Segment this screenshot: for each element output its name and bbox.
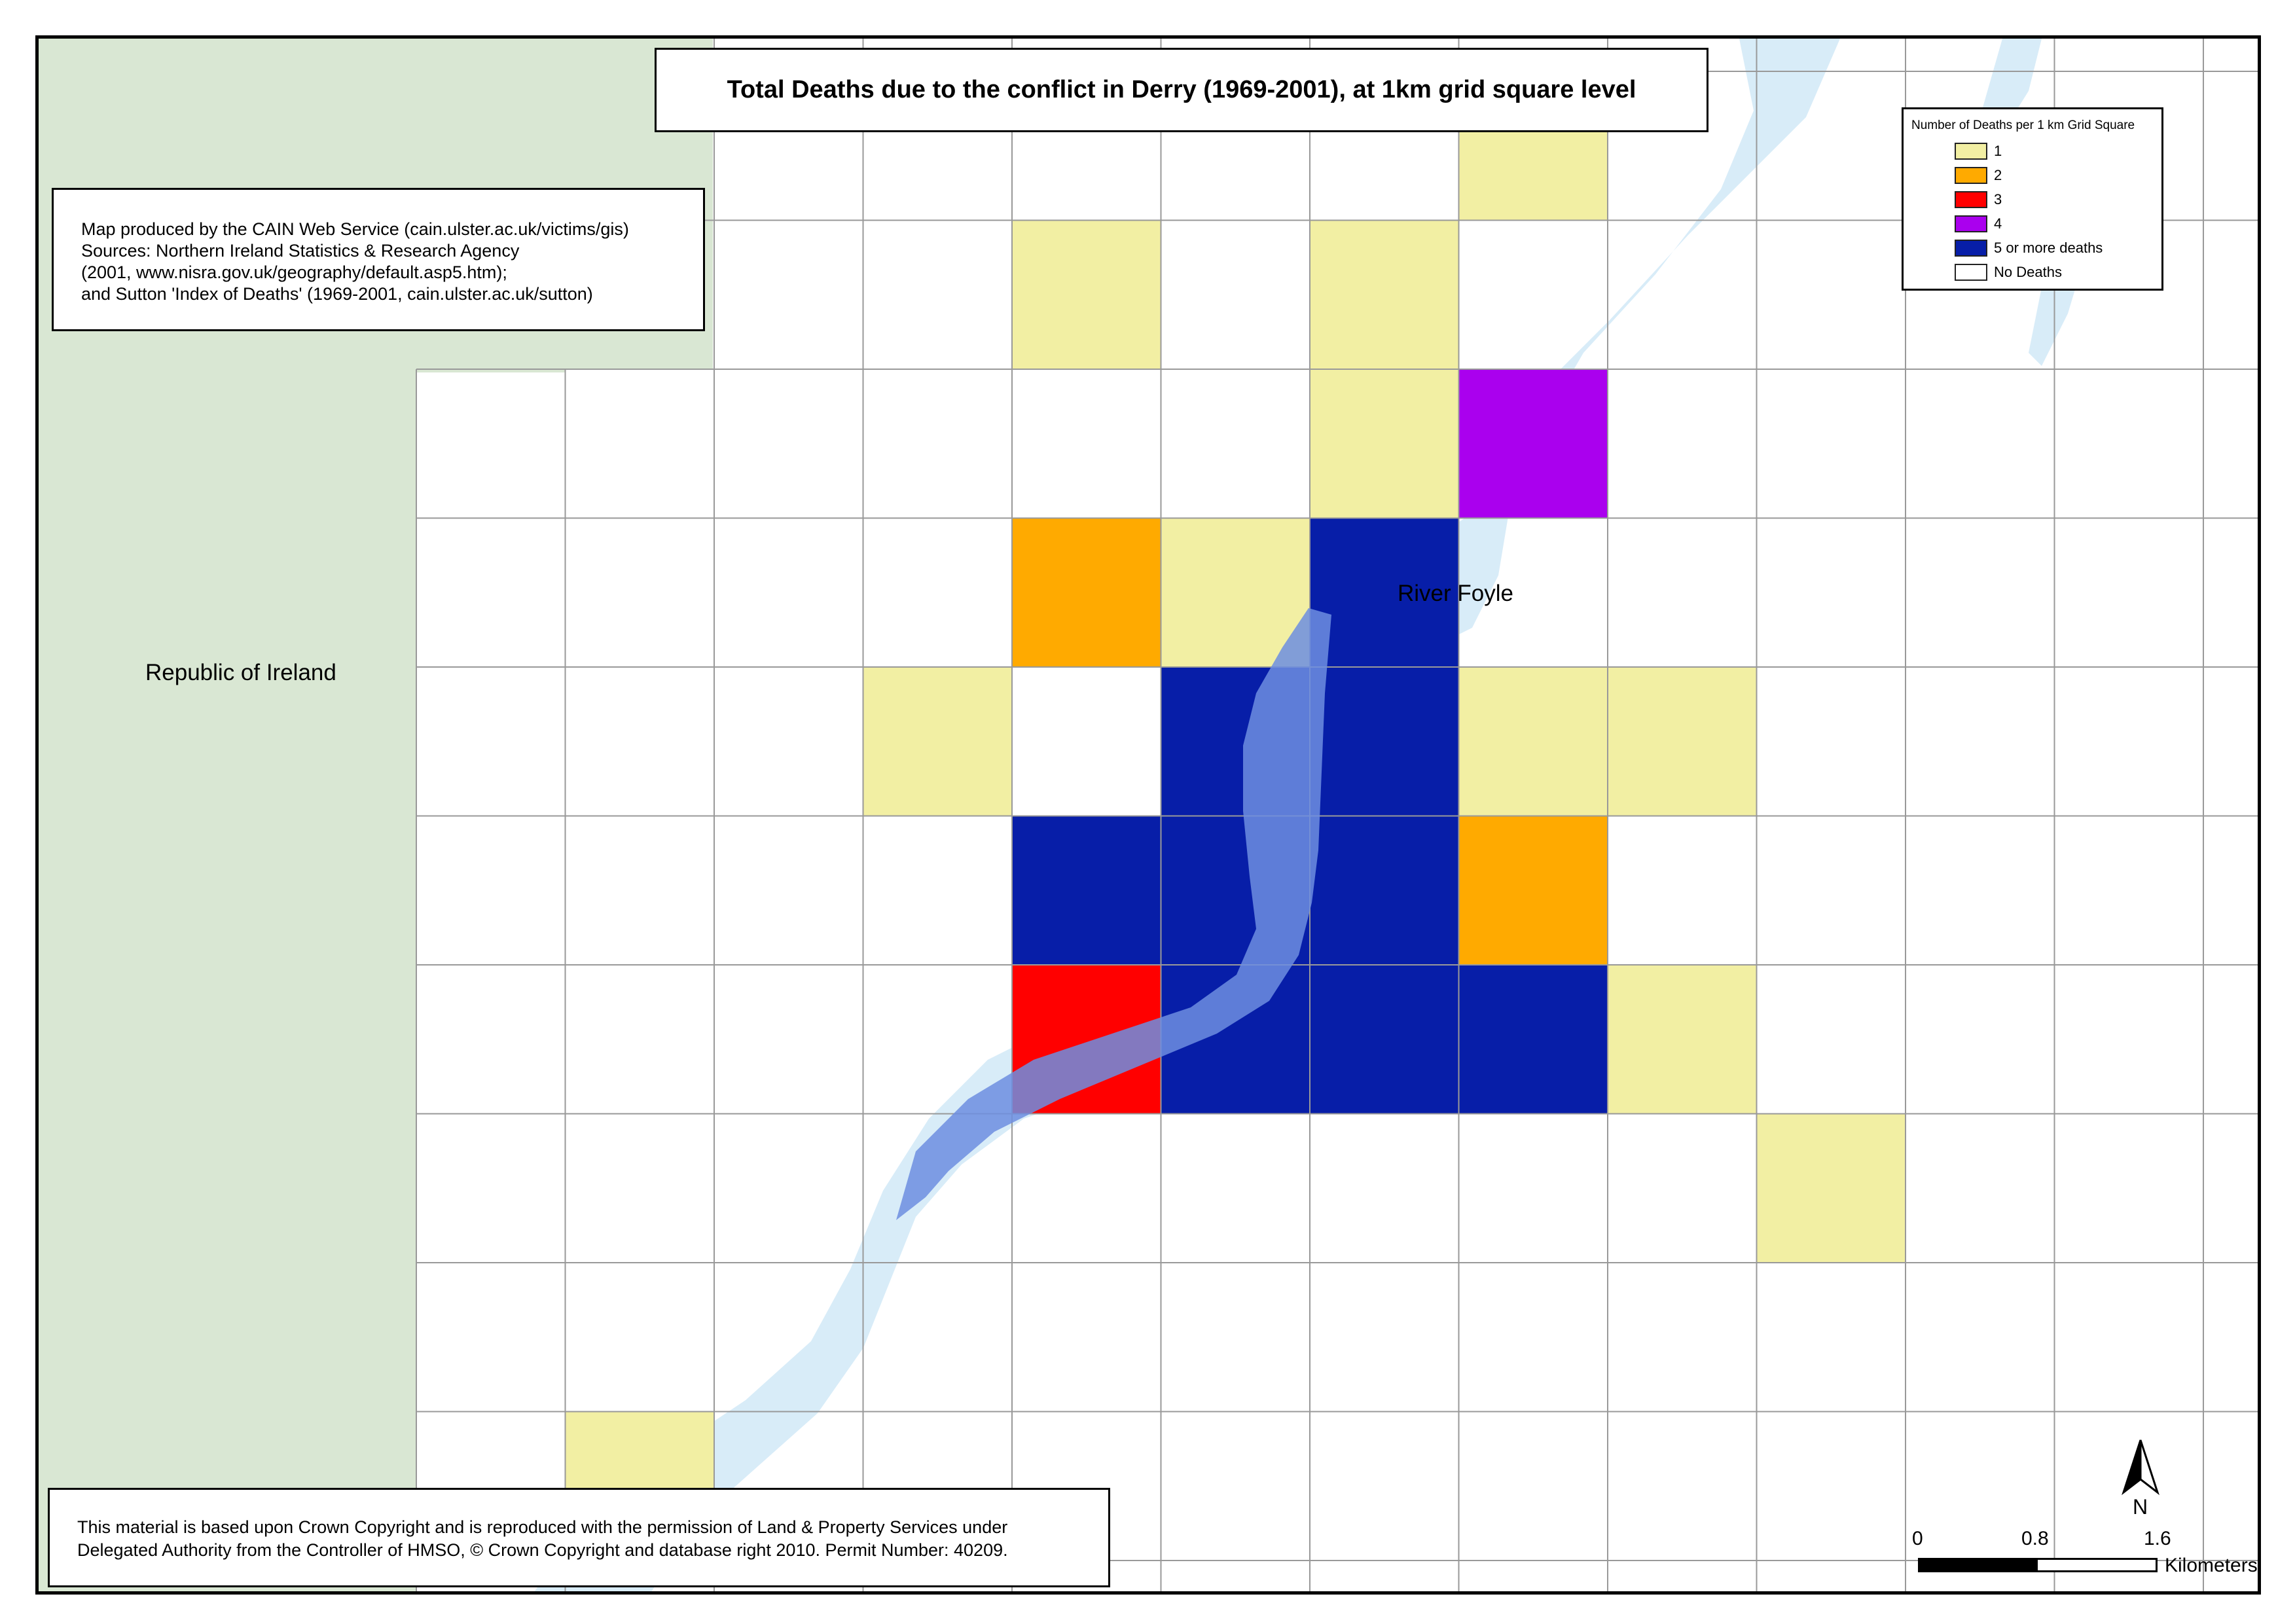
legend-item: 1 xyxy=(1911,139,2161,163)
grid-lines-layer xyxy=(416,39,2258,1591)
legend-label: 4 xyxy=(1994,215,2002,232)
legend-swatch xyxy=(1955,215,1987,232)
grid-cell-I7[interactable] xyxy=(1607,964,1758,1115)
legend-item: No Deaths xyxy=(1911,260,2161,284)
copyright-line: Delegated Authority from the Controller … xyxy=(77,1540,1008,1560)
scale-tick-label: 0 xyxy=(1912,1528,1923,1549)
legend-swatch xyxy=(1955,263,1987,281)
grid-cell-G7[interactable] xyxy=(1309,964,1460,1115)
scale-bar-segment xyxy=(2038,1560,2156,1570)
grid-cell-H6[interactable] xyxy=(1458,815,1608,965)
map-frame xyxy=(35,35,2261,1595)
grid-cell-H3[interactable] xyxy=(1458,369,1608,519)
grid-cell-I5[interactable] xyxy=(1607,666,1758,817)
map-title-box: Total Deaths due to the conflict in Derr… xyxy=(655,48,1708,132)
legend: Number of Deaths per 1 km Grid Square 1 … xyxy=(1902,107,2163,291)
legend-item: 2 xyxy=(1911,163,2161,187)
credit-line: and Sutton 'Index of Deaths' (1969-2001,… xyxy=(81,284,593,304)
scale-unit-label: Kilometers xyxy=(2165,1555,2258,1576)
credit-line: Map produced by the CAIN Web Service (ca… xyxy=(81,219,629,239)
grid-cell-D5[interactable] xyxy=(862,666,1013,817)
grid-cell-G5[interactable] xyxy=(1309,666,1460,817)
legend-swatch xyxy=(1955,142,1987,160)
copyright-box: This material is based upon Crown Copyri… xyxy=(48,1488,1110,1587)
grid-cell-E4[interactable] xyxy=(1011,517,1162,668)
river-channel-overlay xyxy=(896,608,1331,1220)
grid-cell-H7[interactable] xyxy=(1458,964,1608,1115)
river-overlay-layer xyxy=(896,608,1331,1220)
land-layer xyxy=(39,39,713,1591)
grid-cell-F4[interactable] xyxy=(1160,517,1310,668)
legend-label: 3 xyxy=(1994,190,2002,208)
legend-label: 2 xyxy=(1994,166,2002,183)
copyright-line: This material is based upon Crown Copyri… xyxy=(77,1517,1008,1537)
credit-box: Map produced by the CAIN Web Service (ca… xyxy=(52,188,705,331)
legend-item: 5 or more deaths xyxy=(1911,236,2161,260)
grid-cell-G6[interactable] xyxy=(1309,815,1460,965)
legend-label: 1 xyxy=(1994,142,2002,159)
scale-bar-segment xyxy=(1920,1560,2038,1570)
legend-item: 4 xyxy=(1911,211,2161,236)
grid-cell-E2[interactable] xyxy=(1011,219,1162,370)
credit-line: Sources: Northern Ireland Statistics & R… xyxy=(81,241,520,261)
north-arrow-icon xyxy=(2122,1439,2159,1496)
scale-bar xyxy=(1918,1558,2158,1572)
republic-of-ireland-label: Republic of Ireland xyxy=(145,660,336,685)
legend-item: 3 xyxy=(1911,187,2161,211)
river-foyle-label: River Foyle xyxy=(1398,581,1513,606)
legend-title: Number of Deaths per 1 km Grid Square xyxy=(1911,118,2135,132)
grid-cell-G2[interactable] xyxy=(1309,219,1460,370)
grid-cell-H5[interactable] xyxy=(1458,666,1608,817)
legend-swatch xyxy=(1955,190,1987,208)
credit-line: (2001, www.nisra.gov.uk/geography/defaul… xyxy=(81,262,507,282)
legend-swatch xyxy=(1955,166,1987,184)
legend-label: No Deaths xyxy=(1994,263,2062,280)
grid-cell-E5[interactable] xyxy=(1011,666,1162,817)
north-label: N xyxy=(2133,1495,2148,1519)
legend-label: 5 or more deaths xyxy=(1994,239,2103,256)
grid-cell-E6[interactable] xyxy=(1011,815,1162,965)
map-canvas[interactable] xyxy=(39,39,2261,1595)
legend-swatch xyxy=(1955,239,1987,257)
map-title: Total Deaths due to the conflict in Derr… xyxy=(727,76,1636,103)
scale-tick-label: 1.6 xyxy=(2144,1528,2171,1549)
grid-cell-J8[interactable] xyxy=(1756,1113,1906,1263)
scale-tick-label: 0.8 xyxy=(2021,1528,2049,1549)
grid-cell-G3[interactable] xyxy=(1309,369,1460,519)
republic-of-ireland-area xyxy=(39,39,713,1591)
